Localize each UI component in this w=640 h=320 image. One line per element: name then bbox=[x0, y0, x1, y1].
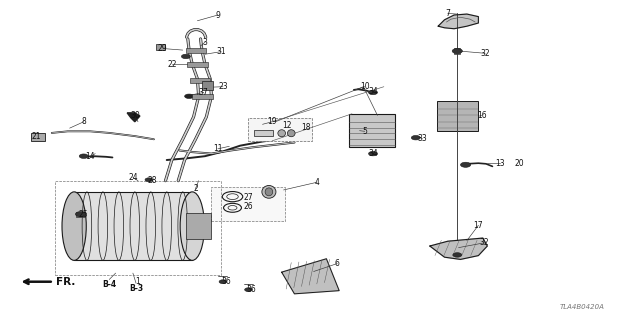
Circle shape bbox=[461, 162, 470, 167]
Circle shape bbox=[184, 94, 193, 99]
Circle shape bbox=[76, 212, 86, 217]
Text: 1: 1 bbox=[136, 276, 140, 285]
Text: 32: 32 bbox=[479, 238, 489, 247]
Circle shape bbox=[145, 178, 153, 182]
Text: 30: 30 bbox=[130, 111, 140, 120]
Bar bbox=[437, 101, 478, 131]
Text: 10: 10 bbox=[360, 82, 369, 91]
Ellipse shape bbox=[180, 192, 204, 260]
Bar bbox=[186, 48, 206, 52]
Circle shape bbox=[369, 90, 378, 95]
Text: 18: 18 bbox=[301, 123, 310, 132]
Text: 31: 31 bbox=[216, 47, 226, 56]
Text: 23: 23 bbox=[218, 82, 228, 91]
Text: B-3: B-3 bbox=[129, 284, 143, 292]
Ellipse shape bbox=[265, 188, 273, 196]
Text: 34: 34 bbox=[368, 87, 378, 96]
Text: 2: 2 bbox=[193, 184, 198, 193]
Circle shape bbox=[79, 154, 88, 158]
Text: 36: 36 bbox=[247, 284, 257, 293]
Text: 19: 19 bbox=[268, 117, 277, 126]
Circle shape bbox=[452, 49, 463, 53]
Bar bbox=[248, 118, 312, 141]
Circle shape bbox=[244, 288, 252, 292]
Bar bbox=[76, 212, 85, 217]
Text: 5: 5 bbox=[362, 127, 367, 136]
Bar bbox=[187, 62, 207, 67]
Text: 29: 29 bbox=[157, 44, 167, 53]
Text: 9: 9 bbox=[216, 11, 220, 20]
Text: 24: 24 bbox=[128, 173, 138, 182]
Polygon shape bbox=[430, 238, 487, 260]
Text: 8: 8 bbox=[81, 117, 86, 126]
Text: 36: 36 bbox=[221, 277, 231, 286]
Bar bbox=[202, 81, 213, 90]
Text: 32: 32 bbox=[480, 49, 490, 58]
Bar bbox=[55, 181, 221, 275]
Bar bbox=[156, 44, 165, 50]
Circle shape bbox=[369, 151, 378, 156]
Text: 20: 20 bbox=[515, 159, 524, 168]
Bar bbox=[454, 49, 461, 53]
Text: 25: 25 bbox=[79, 210, 88, 219]
Text: 21: 21 bbox=[31, 132, 40, 140]
Text: 27: 27 bbox=[243, 193, 253, 202]
Text: 14: 14 bbox=[85, 152, 95, 161]
Bar bbox=[192, 94, 212, 99]
Ellipse shape bbox=[278, 130, 285, 137]
Text: 34: 34 bbox=[368, 149, 378, 158]
Bar bbox=[349, 114, 395, 147]
Text: TLA4B0420A: TLA4B0420A bbox=[559, 304, 604, 310]
Text: 4: 4 bbox=[314, 178, 319, 187]
Text: 22: 22 bbox=[167, 60, 177, 69]
Text: 26: 26 bbox=[243, 202, 253, 211]
Text: 12: 12 bbox=[282, 121, 292, 130]
Circle shape bbox=[219, 280, 227, 284]
Bar bbox=[74, 192, 192, 260]
Ellipse shape bbox=[287, 130, 295, 137]
Text: 7: 7 bbox=[445, 9, 450, 18]
Circle shape bbox=[412, 135, 420, 140]
Bar bbox=[186, 213, 211, 239]
Text: 6: 6 bbox=[335, 259, 340, 268]
Text: 16: 16 bbox=[477, 111, 486, 120]
Circle shape bbox=[181, 54, 190, 59]
Bar bbox=[189, 78, 210, 83]
Bar bbox=[31, 132, 45, 141]
Bar bbox=[211, 187, 285, 220]
Polygon shape bbox=[438, 14, 478, 29]
Polygon shape bbox=[127, 113, 140, 122]
Text: 37: 37 bbox=[199, 88, 209, 97]
Text: 17: 17 bbox=[474, 221, 483, 230]
Ellipse shape bbox=[62, 192, 86, 260]
Text: 33: 33 bbox=[417, 134, 427, 143]
Text: 3: 3 bbox=[203, 38, 207, 47]
Circle shape bbox=[453, 253, 462, 257]
Text: B-4: B-4 bbox=[102, 280, 116, 289]
Text: 28: 28 bbox=[148, 176, 157, 185]
Polygon shape bbox=[282, 259, 339, 294]
Text: 13: 13 bbox=[495, 159, 505, 168]
Text: FR.: FR. bbox=[56, 277, 75, 287]
Text: 11: 11 bbox=[213, 144, 223, 153]
Ellipse shape bbox=[262, 186, 276, 198]
Bar bbox=[254, 130, 273, 136]
